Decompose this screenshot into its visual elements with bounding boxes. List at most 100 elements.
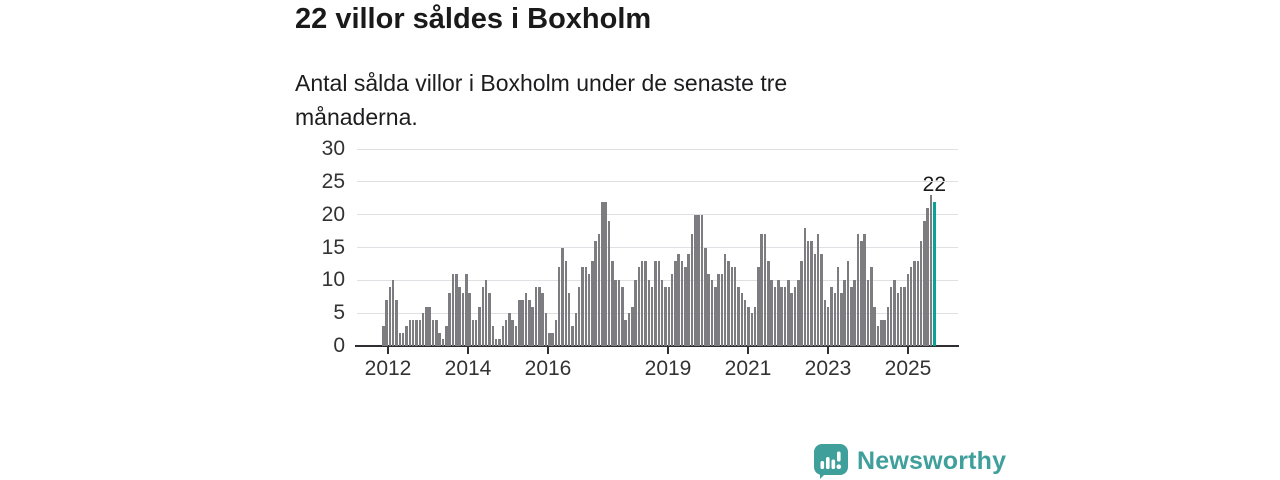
bar	[474, 319, 478, 346]
bar	[541, 293, 544, 346]
bar	[820, 254, 823, 346]
bar	[491, 326, 495, 346]
bar	[883, 319, 886, 346]
bar	[770, 280, 773, 346]
chart-title: 22 villor såldes i Boxholm	[295, 3, 652, 35]
bar	[863, 234, 866, 346]
bar	[571, 326, 574, 346]
bar	[438, 332, 441, 346]
bar	[783, 286, 787, 346]
y-axis-tick-label: 0	[333, 334, 345, 357]
y-axis-tick-label: 20	[321, 202, 345, 226]
bar	[640, 260, 644, 346]
bar	[913, 260, 916, 346]
bar	[408, 319, 412, 346]
bar	[727, 260, 730, 346]
bar	[704, 247, 707, 346]
bar	[627, 313, 631, 346]
bar	[667, 286, 671, 346]
bar	[564, 260, 568, 346]
y-axis-tick-label: 15	[321, 235, 345, 259]
bar	[717, 273, 720, 346]
bar	[730, 267, 734, 346]
chart-subtitle: Antal sålda villor i Boxholm under de se…	[295, 70, 788, 130]
bar	[710, 280, 714, 346]
bar	[401, 332, 405, 346]
bar	[601, 201, 604, 346]
bar	[604, 201, 607, 346]
bar	[531, 306, 534, 346]
bar	[425, 306, 428, 346]
bar	[657, 260, 661, 346]
x-axis-tick-label: 2023	[804, 357, 852, 380]
bar	[567, 293, 571, 346]
bar	[797, 280, 800, 346]
y-axis-tick-label: 10	[321, 268, 345, 292]
plot-area: 22 2012 2014 2016 2019 2021 2023 2025	[355, 148, 959, 380]
highlighted-bar	[933, 201, 936, 346]
bar	[617, 280, 621, 346]
x-axis-tick	[907, 347, 909, 354]
bar	[458, 286, 461, 346]
bar	[714, 286, 717, 346]
bar	[551, 332, 554, 346]
bar	[611, 260, 614, 346]
bar	[597, 234, 601, 346]
x-axis-tick	[467, 347, 469, 354]
bar	[923, 221, 926, 346]
bar	[677, 254, 680, 346]
bar	[899, 286, 903, 346]
x-axis-tick-label: 2012	[364, 357, 412, 380]
x-axis-line	[355, 345, 959, 347]
bar	[926, 208, 929, 346]
bar	[700, 214, 704, 346]
bar	[388, 286, 392, 346]
bar	[760, 234, 763, 346]
bar	[670, 273, 674, 346]
bar	[840, 293, 843, 346]
bar	[478, 306, 481, 346]
bar	[634, 280, 637, 346]
bar	[753, 306, 757, 346]
newsworthy-brand-link[interactable]: Newsworthy	[812, 442, 1006, 480]
bar	[750, 313, 754, 346]
bar	[574, 313, 578, 346]
bar	[660, 280, 664, 346]
bar	[684, 267, 687, 346]
bar	[538, 286, 541, 346]
gridline	[357, 181, 958, 183]
bar	[631, 306, 634, 346]
bar	[909, 267, 913, 346]
bar	[916, 260, 920, 346]
bar	[435, 319, 438, 346]
bar	[468, 293, 471, 346]
y-axis-labels: 0 5 10 15 20 25 30	[270, 137, 345, 357]
bar	[418, 319, 422, 346]
bar	[880, 319, 883, 346]
bar	[823, 300, 827, 346]
bar	[511, 319, 514, 346]
bar	[873, 306, 876, 346]
bar	[680, 260, 684, 346]
bar	[690, 234, 694, 346]
x-axis-tick-label: 2025	[884, 357, 932, 380]
newsworthy-icon	[812, 442, 850, 480]
x-axis-tick	[387, 347, 389, 354]
bar	[803, 227, 807, 346]
bar	[654, 260, 657, 346]
bar	[624, 319, 627, 346]
bar	[813, 254, 817, 346]
bar	[860, 240, 863, 346]
bar	[850, 286, 853, 346]
y-axis-tick-label: 30	[321, 137, 345, 160]
bar	[518, 300, 521, 346]
bar	[465, 273, 468, 346]
bar	[780, 286, 783, 346]
bar	[800, 260, 803, 346]
bar	[494, 339, 498, 346]
gridline	[357, 312, 958, 314]
bar	[548, 332, 551, 346]
bar	[471, 319, 475, 346]
bar	[395, 300, 398, 346]
